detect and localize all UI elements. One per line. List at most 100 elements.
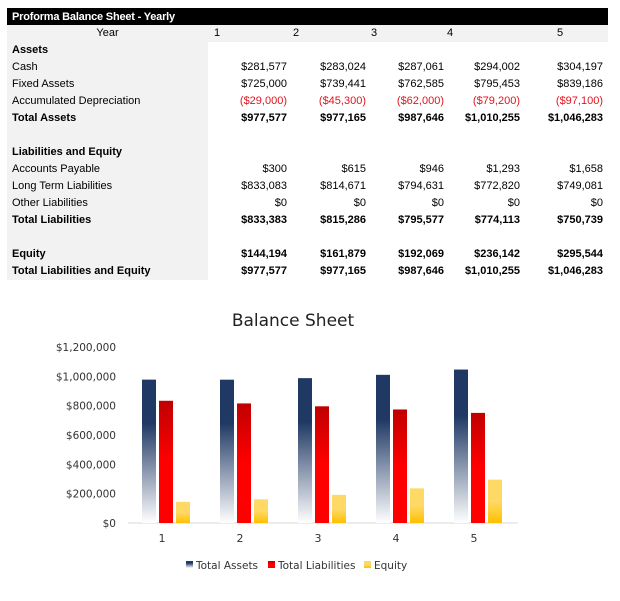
x-tick-label: 4	[393, 532, 400, 545]
x-tick-label: 3	[315, 532, 322, 545]
cell-value: $161,879	[320, 248, 366, 260]
table-row: Cash $281,577 $283,024 $287,061 $294,002 $304…	[7, 59, 608, 76]
cell-value: $977,165	[320, 112, 366, 124]
cell-value: $815,286	[320, 214, 366, 226]
year-header: 1	[213, 27, 221, 39]
year-header: 4	[446, 27, 454, 39]
cell-value: $749,081	[557, 180, 603, 192]
y-tick-label: $800,000	[66, 401, 116, 413]
sheet-title: Proforma Balance Sheet - Yearly	[7, 8, 608, 25]
table-row: Accounts Payable $300 $615 $946 $1,293 $1,658	[7, 161, 608, 178]
cell-value: $772,820	[474, 180, 520, 192]
y-tick-label: $600,000	[66, 430, 116, 442]
bar-total-liabilities	[393, 409, 407, 523]
cell-value: $1,658	[569, 163, 603, 175]
cell-value: $1,010,255	[464, 112, 520, 124]
cell-value: $0	[431, 197, 444, 209]
row-label: Long Term Liabilities	[7, 178, 208, 195]
legend-label: Total Assets	[195, 560, 258, 572]
table-row	[7, 127, 608, 144]
legend-swatch	[268, 561, 275, 568]
year-header: 2	[292, 27, 300, 39]
cell-value: ($62,000)	[396, 95, 444, 107]
cell-value: $287,061	[398, 61, 444, 73]
bar-total-liabilities	[237, 403, 251, 523]
year-header-row: Year 1 2 3 4 5	[7, 25, 608, 42]
row-label: Liabilities and Equity	[7, 144, 208, 161]
row-label: Total Liabilities	[7, 212, 208, 229]
cell-value: $946	[419, 163, 444, 175]
cell-value: $977,577	[241, 265, 287, 277]
cell-value: $0	[507, 197, 520, 209]
cell-value: ($79,200)	[472, 95, 520, 107]
row-label: Equity	[7, 246, 208, 263]
cell-value: $739,441	[320, 78, 366, 90]
cell-value: $1,046,283	[547, 112, 603, 124]
row-label: Accounts Payable	[7, 161, 208, 178]
bar-equity	[410, 488, 424, 523]
row-label	[7, 229, 208, 246]
cell-value: $977,165	[320, 265, 366, 277]
bar-total-assets	[220, 379, 234, 523]
row-label	[7, 127, 208, 144]
cell-value: $1,293	[486, 163, 520, 175]
balance-sheet-table: Proforma Balance Sheet - Yearly Year 1 2 3 4…	[7, 8, 608, 280]
cell-value: $750,739	[557, 214, 603, 226]
cell-value: $615	[341, 163, 366, 175]
row-label: Other Liabilities	[7, 195, 208, 212]
bar-equity	[254, 499, 268, 523]
cell-value: $725,000	[241, 78, 287, 90]
cell-value: $795,577	[398, 214, 444, 226]
cell-value: $762,585	[398, 78, 444, 90]
table-row: Fixed Assets $725,000 $739,441 $762,585 $795…	[7, 76, 608, 93]
year-header: 5	[556, 27, 564, 39]
row-label: Total Assets	[7, 110, 208, 127]
row-label: Accumulated Depreciation	[7, 93, 208, 110]
table-row: Accumulated Depreciation ($29,000) ($45,30…	[7, 93, 608, 110]
cell-value: $795,453	[474, 78, 520, 90]
cell-value: $1,046,283	[547, 265, 603, 277]
table-row: Assets	[7, 42, 608, 59]
bar-total-liabilities	[159, 400, 173, 523]
bar-total-assets	[298, 378, 312, 523]
bar-total-assets	[376, 374, 390, 523]
table-row: Equity $144,194 $161,879 $192,069 $236,142 $2…	[7, 246, 608, 263]
cell-value: ($45,300)	[318, 95, 366, 107]
y-tick-label: $200,000	[66, 489, 116, 501]
y-tick-label: $400,000	[66, 459, 116, 471]
cell-value: $987,646	[398, 265, 444, 277]
cell-value: $794,631	[398, 180, 444, 192]
table-row: Total Liabilities $833,383 $815,286 $795,57…	[7, 212, 608, 229]
cell-value: $0	[353, 197, 366, 209]
legend-label: Total Liabilities	[277, 560, 355, 572]
bar-total-assets	[142, 379, 156, 523]
x-tick-label: 5	[471, 532, 478, 545]
cell-value: $833,383	[241, 214, 287, 226]
table-row: Other Liabilities $0 $0 $0 $0 $0	[7, 195, 608, 212]
year-header: 3	[370, 27, 378, 39]
cell-value: ($29,000)	[239, 95, 287, 107]
chart-title: Balance Sheet	[232, 311, 355, 331]
cell-value: $1,010,255	[464, 265, 520, 277]
bar-equity	[176, 501, 190, 523]
legend-label: Equity	[374, 560, 407, 572]
row-label: Fixed Assets	[7, 76, 208, 93]
cell-value: $839,186	[557, 78, 603, 90]
cell-value: $0	[590, 197, 603, 209]
y-tick-label: $1,200,000	[56, 342, 116, 354]
table-row: Liabilities and Equity	[7, 144, 608, 161]
cell-value: $774,113	[474, 214, 520, 226]
year-label: Year	[7, 25, 208, 42]
bar-total-liabilities	[315, 406, 329, 523]
table-row	[7, 229, 608, 246]
cell-value: $283,024	[320, 61, 366, 73]
cell-value: $814,671	[320, 180, 366, 192]
x-tick-label: 1	[159, 532, 166, 545]
cell-value: $281,577	[241, 61, 287, 73]
x-tick-label: 2	[237, 532, 244, 545]
cell-value: $192,069	[398, 248, 444, 260]
cell-value: $144,194	[241, 248, 287, 260]
bar-total-assets	[454, 369, 468, 523]
cell-value: $977,577	[241, 112, 287, 124]
legend-swatch	[364, 561, 371, 568]
